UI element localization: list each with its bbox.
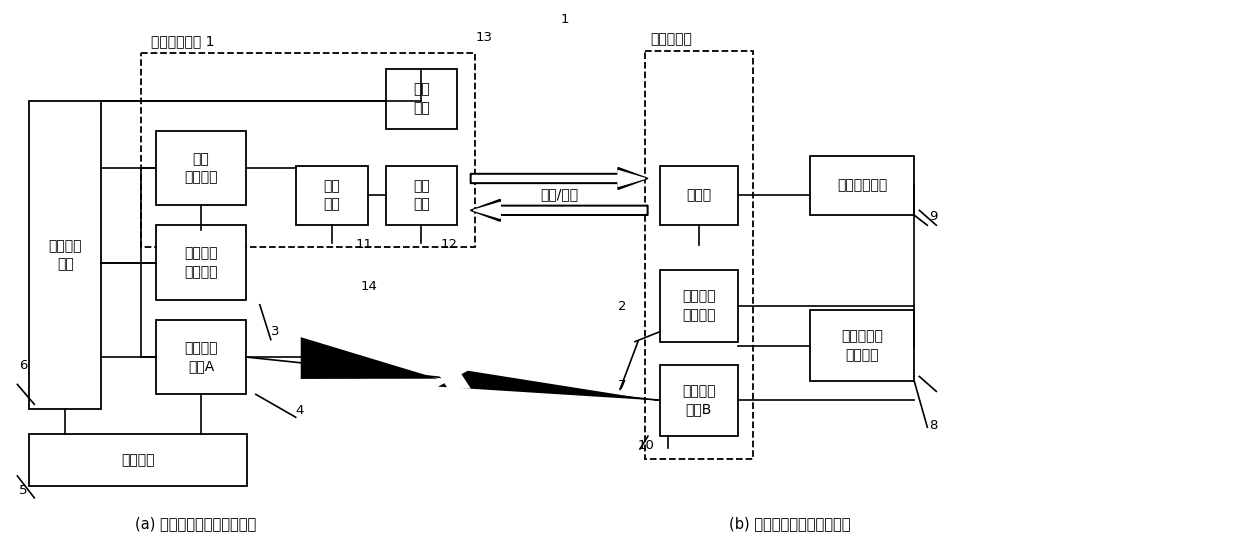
Text: 无线通信
模块A: 无线通信 模块A [185,341,218,373]
Bar [30,101,102,409]
Polygon shape [472,170,645,186]
Text: 电池电量
检测模块: 电池电量 检测模块 [682,289,715,322]
Text: 6: 6 [20,360,27,372]
Text: 5: 5 [20,484,27,497]
Bar [810,156,914,215]
Text: 无线通信
模块B: 无线通信 模块B [682,384,715,417]
Text: 14: 14 [361,280,377,293]
Text: 充电控制
系统: 充电控制 系统 [48,239,82,271]
Text: 充电
触头: 充电 触头 [413,179,430,212]
Text: 8: 8 [929,419,937,432]
Text: 移动机器人
控制系统: 移动机器人 控制系统 [841,329,883,362]
Bar [156,225,246,300]
Bar [30,434,247,486]
Text: 3: 3 [270,324,279,337]
Text: 限位
开关: 限位 开关 [413,82,430,115]
Text: 12: 12 [440,238,458,251]
Text: 13: 13 [475,31,492,44]
Bar [141,53,475,247]
Bar [810,310,914,382]
Text: 接合/分离: 接合/分离 [541,188,578,202]
Text: 4: 4 [295,404,304,417]
Polygon shape [470,168,649,189]
Text: 电动
推杆: 电动 推杆 [324,179,340,212]
Text: 对接状态
检测系统: 对接状态 检测系统 [185,246,218,279]
Text: 充电对接系统 1: 充电对接系统 1 [151,34,215,48]
Text: 1: 1 [560,13,569,26]
Bar [386,69,458,129]
Text: 供电系统: 供电系统 [122,453,155,467]
Text: 9: 9 [929,210,937,223]
Bar [295,165,367,225]
Bar [156,131,246,205]
Bar [660,165,738,225]
Text: 10: 10 [637,439,655,452]
Polygon shape [301,337,438,379]
Bar [386,165,458,225]
Bar [156,320,246,395]
Text: 11: 11 [356,238,372,251]
Polygon shape [474,202,646,218]
Text: 电机
驱动模块: 电机 驱动模块 [185,152,218,184]
Polygon shape [470,199,649,221]
Bar [660,364,738,436]
Polygon shape [435,369,471,389]
Text: 充电座: 充电座 [686,189,712,202]
Bar [660,270,738,342]
Text: 2: 2 [618,300,626,313]
Text: 可充电电池组: 可充电电池组 [837,178,887,192]
Text: (a) 固定充电站一侧系统框图: (a) 固定充电站一侧系统框图 [135,516,257,531]
Bar [645,51,753,459]
Text: (b) 移动机器人一侧系统框图: (b) 移动机器人一侧系统框图 [729,516,851,531]
Polygon shape [438,371,655,400]
Text: 自充电附件: 自充电附件 [650,32,692,46]
Text: 7: 7 [618,379,626,392]
